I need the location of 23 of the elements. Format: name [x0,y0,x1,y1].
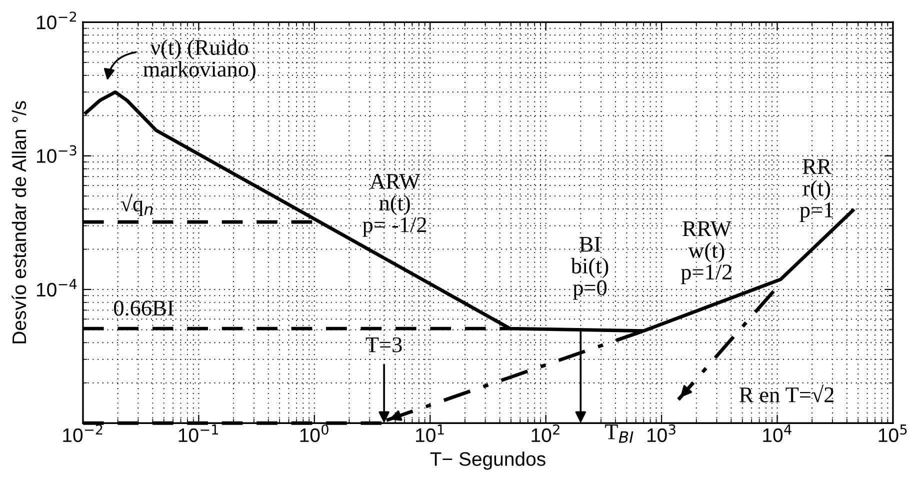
x-tick-label: 10$^{−1}$ [178,424,218,442]
annotation: ARW n(t) p= -1/2 [362,174,426,237]
annotation: RR r(t) p=1 [800,159,833,222]
annotation: ν(t) (Ruido markoviano) [143,39,256,82]
x-tick-label: 10$^{5}$ [878,424,907,442]
x-tick-label: 10$^{0}$ [300,424,328,442]
annotation: R en T=√2 [739,384,834,402]
y-tick-label: 10$^{−3}$ [37,145,76,163]
y-tick-label: 10$^{−2}$ [37,12,76,30]
annotation: √q$_{n}$ [120,194,153,216]
x-tick-label: 10$^{4}$ [763,424,792,442]
x-tick-label: 10$^{1}$ [416,424,444,442]
y-axis-title: Desvío estandar de Allan °/s [12,101,26,344]
x-axis-title: T− Segundos [430,452,546,470]
y-tick-label: 10$^{−4}$ [37,279,77,297]
annotation: RRW w(t) p=1/2 [681,221,732,284]
x-tick-label: 10$^{−2}$ [63,424,102,442]
annotation: BI bi(t) p=0 [570,237,608,300]
annotation: 0.66BI [114,300,174,316]
x-tick-label: 10$^{2}$ [532,424,560,442]
annotation: T=3 [366,337,402,352]
x-tick-label: 10$^{3}$ [647,424,676,442]
annotation: T$_{BI}$ [605,424,634,443]
